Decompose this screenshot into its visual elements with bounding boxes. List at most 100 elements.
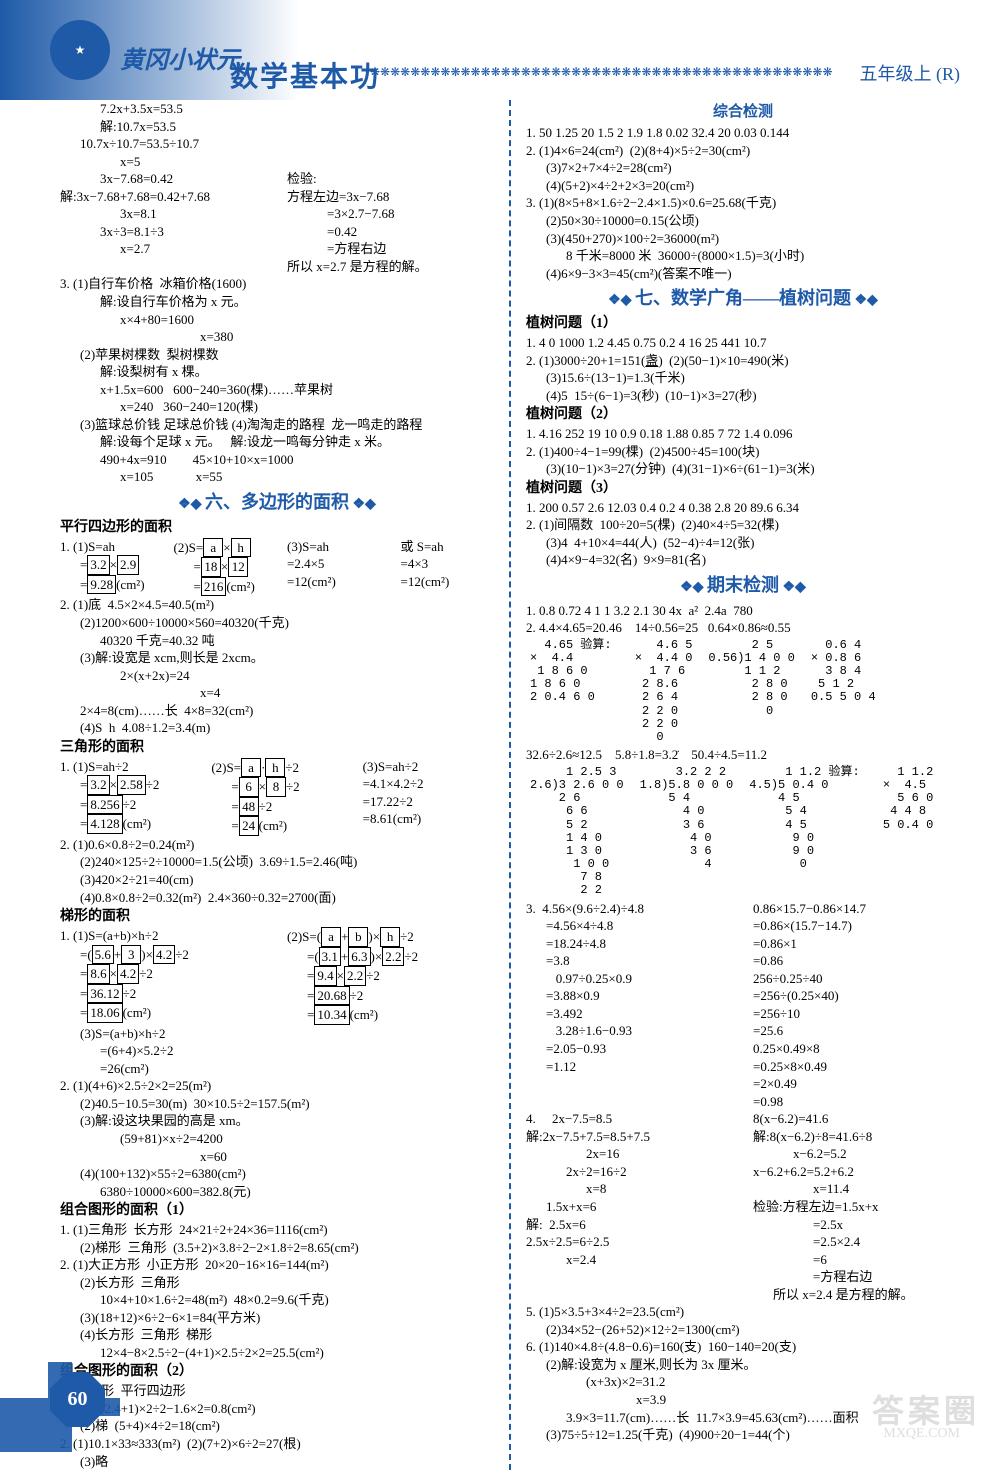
q3-line: x=105 x=55 — [60, 468, 494, 486]
qm4b-line: 2.5x÷2.5=6÷2.5 — [526, 1233, 733, 1251]
zs2-line: (3)(10−1)×3=27(分钟) (4)(31−1)×6÷(61−1)=3(… — [526, 460, 960, 478]
formula: =(5.6+3)×4.2÷2 — [60, 945, 267, 965]
sjx-q2: (3)420×2÷21=40(cm) — [60, 871, 494, 889]
q3-line: 解:设自行车价格为 x 元。 — [60, 293, 494, 311]
qm3-line: 3.28÷1.6−0.93 — [526, 1022, 733, 1040]
logo-icon: ★ — [50, 20, 110, 80]
formula: 1. (1)S=ah÷2 — [60, 758, 191, 776]
page-header: ★ 黄冈小状元 数学基本功 ❋❋❋❋❋❋❋❋❋❋❋❋❋❋❋❋❋❋❋❋❋❋❋❋❋❋… — [0, 0, 1000, 100]
qm4b-line: 1.5x+x=6 — [526, 1198, 733, 1216]
qm4b-line: x=2.4 — [526, 1251, 733, 1269]
pxsbx-q2: 2×4=8(cm)……长 4×8=32(cm²) — [60, 702, 494, 720]
qm3-line: =2×0.49 — [753, 1075, 960, 1093]
qm4-line: 2x÷2=16÷2 — [526, 1163, 733, 1181]
zh2-line: 1. (1)梯形 平行四边形 — [60, 1382, 494, 1400]
zs1-line: 2. (1)3000÷20+1=151(盏) (2)(50−1)×10=490(… — [526, 352, 960, 370]
zhjc-line: (3)(450+270)×100÷2=36000(m²) — [526, 230, 960, 248]
qm3-line: =0.98 — [753, 1093, 960, 1111]
pxsbx-q2: (2)1200×600÷10000×560=40320(千克) — [60, 614, 494, 632]
formula: 1. (1)S=(a+b)×h÷2 — [60, 927, 267, 945]
eq-line: =方程右边 — [287, 240, 494, 258]
formula: (3)S=ah — [287, 538, 381, 556]
zh1-line: (2)梯形 三角形 (3.5+2)×3.8÷2−2×1.8÷2=8.65(cm²… — [60, 1239, 494, 1257]
qm2-intro: 2. 4.4×4.65=20.46 14÷0.56=25 0.64×0.86≈0… — [526, 619, 960, 637]
topic-tree1: 植树问题（1） — [526, 315, 960, 334]
right-column: 综合检测 1. 50 1.25 20 1.5 2 1.9 1.8 0.02 32… — [526, 100, 960, 1470]
formula: =4.128(cm²) — [60, 814, 191, 834]
qm6-line: (2)解:设宽为 x 厘米,则长为 3x 厘米。 — [526, 1356, 960, 1374]
qm3-line: 3. 4.56×(9.6÷2.4)÷4.8 — [526, 900, 733, 918]
zhjc-line: 2. (1)4×6=24(cm²) (2)(8+4)×5÷2=30(cm²) — [526, 142, 960, 160]
formula: =8.256÷2 — [60, 795, 191, 815]
formula: =17.22÷2 — [363, 793, 494, 811]
formula: =18.06(cm²) — [60, 1003, 267, 1023]
qm4-line: 4. 2x−7.5=8.5 — [526, 1110, 733, 1128]
qm5-line: 5. (1)5×3.5+3×4÷2=23.5(cm²) — [526, 1303, 960, 1321]
tx-q1-3: (3)S=(a+b)×h÷2 — [60, 1025, 494, 1043]
topic-tree3: 植树问题（3） — [526, 480, 960, 499]
watermark-sub: MXQE.COM — [883, 1426, 960, 1442]
eq-line: =0.42 — [287, 223, 494, 241]
calc-block: 1 1.2 验算: 4.5)5 0.4 0 4 5 5 4 4 5 9 0 9 … — [749, 766, 867, 898]
tx-q1-3: =26(cm²) — [60, 1060, 494, 1078]
eq-line: 检验: — [287, 170, 494, 188]
zs3-line: (4)4×9−4=32(名) 9×9=81(名) — [526, 551, 960, 569]
qm4-line: x−6.2+6.2=5.2+6.2 — [753, 1163, 960, 1181]
formula: =4.1×4.2÷2 — [363, 775, 494, 793]
zh2-line: (2)梯 (5+4)×4÷2=18(cm²) — [60, 1417, 494, 1435]
zhjc-line: 3. (1)(8×5+8×1.6÷2−2.4×1.5)×0.6=25.68(千克… — [526, 194, 960, 212]
q3-line: x=380 — [60, 328, 494, 346]
calc-block: 1 2.5 3 2.6)3 2.6 0 0 2 6 6 6 5 2 1 4 0 … — [530, 766, 624, 898]
q3-line: x=240 360−240=120(棵) — [60, 398, 494, 416]
zh2-line: (3)略 — [60, 1453, 494, 1470]
calc-block: 4.65 验算: × 4.4 1 8 6 0 1 8 6 0 2 0.4 6 0 — [530, 639, 619, 745]
qm3-line: =0.86×(15.7−14.7) — [753, 917, 960, 935]
zs1-line: (3)15.6÷(13−1)=1.3(千米) — [526, 369, 960, 387]
qm4-line: 8(x−6.2)=41.6 — [753, 1110, 960, 1128]
calc-block: 3.2 2 2 1.8)5.8 0 0 0 5 4 4 0 3 6 4 0 3 … — [640, 766, 734, 898]
long-calc-row2: 1 2.5 3 2.6)3 2.6 0 0 2 6 6 6 5 2 1 4 0 … — [526, 764, 960, 900]
topic-composite1: 组合图形的面积（1） — [60, 1202, 494, 1221]
q3-line: 解:设梨树有 x 棵。 — [60, 363, 494, 381]
formula: =12(cm²) — [401, 573, 495, 591]
sjx-q2: 2. (1)0.6×0.8÷2=0.24(m²) — [60, 836, 494, 854]
q3-line: 解:设每个足球 x 元。 解:设龙一鸣每分钟走 x 米。 — [60, 433, 494, 451]
q3-line: 3. (1)自行车价格 冰箱价格(1600) — [60, 275, 494, 293]
qm3-line: =0.25×8×0.49 — [753, 1058, 960, 1076]
zh2-line: (2.4+1)×2÷2−1.6×2=0.8(cm²) — [60, 1400, 494, 1418]
topic-tree2: 植树问题（2） — [526, 406, 960, 425]
qm3-line: 256÷0.25÷40 — [753, 970, 960, 988]
q3-line: (2)苹果树棵数 梨树棵数 — [60, 346, 494, 364]
q3-line: (3)篮球总价钱 足球总价钱 (4)淘淘走的路程 龙一鸣走的路程 — [60, 416, 494, 434]
section-6-title: 六、多边形的面积 — [60, 490, 494, 515]
qm-title: 期末检测 — [526, 573, 960, 598]
q3-line: x×4+80=1600 — [60, 311, 494, 329]
formula: 或 S=ah — [401, 538, 495, 556]
tx-q1: 1. (1)S=(a+b)×h÷2 =(5.6+3)×4.2÷2 =8.6×4.… — [60, 927, 494, 1025]
qm4b-line: =方程右边 — [753, 1268, 960, 1286]
topic-parallelogram: 平行四边形的面积 — [60, 519, 494, 538]
tx-q2: 6380÷10000×600=382.8(元) — [60, 1183, 494, 1201]
qm4b-line: =2.5×2.4 — [753, 1233, 960, 1251]
calc-block: 2 5 0.56)1 4 0 0 1 1 2 2 8 0 2 8 0 0 — [708, 639, 794, 745]
eq-line: x=2.7 — [60, 240, 267, 258]
tx-q2: (3)解:设这块果园的高是 xm。 — [60, 1112, 494, 1130]
eq-line: 解:10.7x=53.5 — [60, 118, 494, 136]
eq-line: =3×2.7−7.68 — [287, 205, 494, 223]
qm4b-line: 检验:方程左边=1.5x+x — [753, 1198, 960, 1216]
sjx-q1: 1. (1)S=ah÷2 =3.2×2.58÷2 =8.256÷2 =4.128… — [60, 758, 494, 836]
qm4-line: 2x=16 — [526, 1145, 733, 1163]
pxsbx-q2: (4)S h 4.08÷1.2=3.4(m) — [60, 719, 494, 737]
eq-line: x=5 — [60, 153, 494, 171]
eq-line: 3x÷3=8.1÷3 — [60, 223, 267, 241]
tx-q2: 2. (1)(4+6)×2.5÷2×2=25(m²) — [60, 1077, 494, 1095]
formula: =(3.1+6.3)×2.2÷2 — [287, 947, 494, 967]
calc-block: 1 1.2 × 4.5 5 6 0 4 4 8 5 0.4 0 — [883, 766, 933, 898]
page-number: 60 — [50, 1372, 105, 1427]
zs3-line: (3)4 4+10×4=44(人) (52−4)÷4=12(张) — [526, 534, 960, 552]
qm6-line: 6. (1)140×4.8÷(4.8−0.6)=160(支) 160−140=2… — [526, 1338, 960, 1356]
zh1-line: 1. (1)三角形 长方形 24×21÷2+24×36=1116(cm²) — [60, 1221, 494, 1239]
pxsbx-q2: 40320 千克=40.32 吨 — [60, 632, 494, 650]
pxsbx-q2: 2. (1)底 4.5×2×4.5=40.5(m²) — [60, 596, 494, 614]
qm3-line: =3.88×0.9 — [526, 987, 733, 1005]
